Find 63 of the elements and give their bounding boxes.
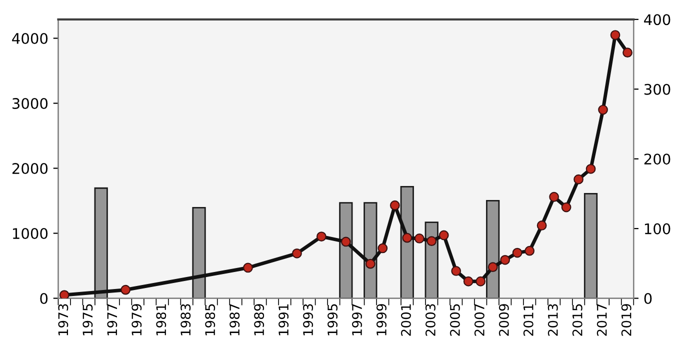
x-tick-label: 2013 [548, 304, 558, 336]
y2-tick-label: 100 [644, 223, 670, 234]
x-tick-label: 2003 [425, 304, 436, 336]
x-tick-label: 2015 [572, 304, 582, 336]
x-tick-label: 2001 [400, 304, 411, 336]
x-tick-label: 1977 [107, 304, 118, 336]
x-tick-label: 1991 [278, 304, 289, 336]
point [549, 192, 559, 202]
y2-tick-label: 300 [644, 84, 670, 95]
x-tick-label: 1995 [328, 304, 338, 336]
point [365, 258, 376, 269]
point [426, 236, 437, 246]
point [340, 236, 351, 247]
x-tick-label: 2007 [474, 304, 484, 336]
point [598, 104, 608, 115]
point [610, 30, 620, 40]
x-tick-label: 1999 [376, 304, 386, 336]
x-tick-label: 1975 [82, 304, 93, 336]
bar [584, 193, 598, 298]
point [622, 48, 632, 58]
x-tick-label: 1993 [303, 304, 314, 336]
point [390, 200, 400, 210]
point [316, 232, 326, 242]
x-tick-label: 2009 [498, 304, 509, 336]
point [414, 234, 424, 244]
point [378, 243, 388, 254]
point [402, 232, 412, 243]
point [500, 254, 510, 265]
x-tick-label: 1989 [254, 304, 264, 336]
x-tick-label: 1979 [132, 304, 142, 336]
point [488, 262, 498, 272]
x-tick-label: 2011 [523, 304, 534, 336]
point [536, 220, 547, 230]
point [438, 230, 449, 240]
point [574, 174, 584, 184]
x-tick-label: 2019 [621, 304, 632, 336]
x-tick-label: 2017 [596, 304, 607, 336]
y-tick-label: 0 [40, 293, 48, 304]
point [476, 276, 486, 286]
y2-tick-label: 200 [644, 154, 670, 165]
y-tick-label: 3000 [12, 98, 48, 110]
point [586, 164, 596, 174]
y-tick-label: 2000 [12, 162, 48, 174]
x-tick-label: 2005 [450, 304, 460, 336]
x-tick-label: 1987 [230, 304, 240, 336]
x-tick-label: 1981 [156, 304, 166, 336]
point [512, 248, 522, 258]
point [561, 202, 572, 212]
point [451, 266, 462, 276]
y2-tick-label: 400 [644, 14, 670, 26]
x-tick-label: 1973 [58, 304, 68, 336]
point [120, 284, 131, 295]
point [463, 276, 474, 286]
point [59, 290, 70, 298]
point [524, 246, 535, 256]
point [243, 262, 253, 273]
x-tick-label: 1997 [352, 304, 362, 336]
y-tick-label: 4000 [12, 32, 48, 44]
y-tick-label: 1000 [12, 228, 48, 240]
y2-tick-label: 0 [644, 293, 652, 304]
x-tick-label: 1983 [180, 304, 191, 336]
point [292, 248, 302, 258]
x-tick-label: 1985 [205, 304, 216, 336]
